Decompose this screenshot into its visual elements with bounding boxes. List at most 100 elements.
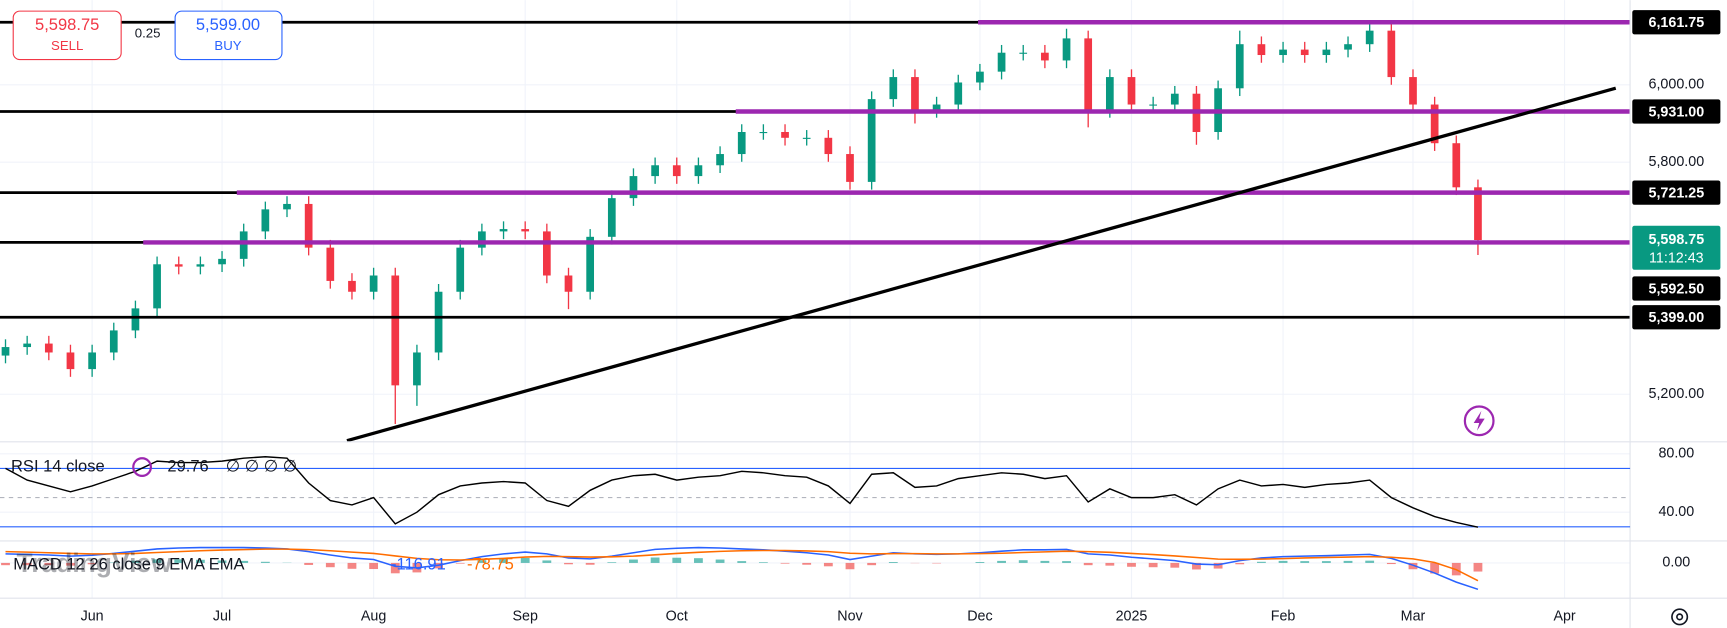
macd-histogram-bar	[195, 559, 205, 563]
level-label-box	[1632, 99, 1721, 124]
macd-histogram-bar	[672, 557, 682, 563]
countdown: 11:12:43	[1649, 251, 1704, 267]
level-label-box	[1632, 180, 1721, 205]
last-price-label: 5,598.75	[1649, 232, 1705, 248]
candle-body	[434, 291, 443, 353]
candle-body	[1257, 44, 1266, 56]
macd-histogram-bar	[1018, 560, 1028, 563]
macd-histogram-bar	[737, 561, 747, 563]
rsi-value: 29.76	[167, 456, 208, 475]
macd-histogram-bar	[997, 560, 1006, 563]
macd-histogram-bar	[1235, 562, 1245, 565]
macd-line	[5, 548, 1479, 582]
y-tick-label: 40.00	[1658, 504, 1694, 520]
macd-histogram-bar	[347, 562, 357, 569]
candle-body	[846, 154, 854, 182]
sell-price: 5,598.75	[35, 15, 99, 34]
candle-body	[954, 82, 963, 105]
candle-body	[976, 71, 984, 83]
rsi-na: ∅ ∅ ∅ ∅	[226, 456, 297, 475]
spread: 0.25	[135, 26, 161, 41]
buy-box[interactable]	[174, 10, 283, 61]
macd-histogram-bar	[607, 562, 617, 563]
alert-icon[interactable]	[1463, 405, 1495, 437]
trend-line	[346, 86, 1617, 443]
macd-histogram-bar	[1386, 562, 1396, 565]
macd-histogram-bar	[1105, 562, 1115, 566]
macd-histogram-bar	[520, 557, 530, 563]
candle-body	[153, 264, 161, 309]
levels	[0, 20, 1631, 319]
macd-histogram-bar	[325, 562, 335, 568]
level-label: 5,931.00	[1649, 104, 1705, 120]
candle-body	[88, 352, 96, 370]
candle-body	[413, 352, 421, 386]
sell-box[interactable]	[12, 10, 122, 61]
level-label: 5,592.50	[1649, 281, 1705, 297]
candle-body	[997, 52, 1006, 72]
candle-body	[737, 131, 746, 155]
buy-price: 5,599.00	[196, 15, 260, 34]
candle-body	[672, 165, 681, 177]
candle-body	[607, 198, 616, 237]
macd-histogram-bar	[694, 558, 703, 563]
axes: Jun Jul Aug Sep Oct Nov Dec 2025 Feb Mar Apr 6,000.…	[81, 10, 1721, 625]
macd-line	[5, 546, 1479, 591]
macd-histogram-bar	[66, 562, 75, 566]
candle-body	[1474, 187, 1482, 241]
x-tick-label: Feb	[1271, 609, 1296, 625]
macd-histogram-bar	[87, 562, 97, 565]
macd-histogram-bar	[152, 559, 162, 563]
candle-body	[1430, 104, 1439, 144]
x-tick-label: Aug	[361, 609, 386, 625]
x-tick-label: Dec	[967, 609, 992, 625]
macd-histogram-bar	[823, 562, 833, 567]
macd-histogram-bar	[758, 562, 768, 563]
watermark: TradingView	[17, 548, 173, 578]
candle-body	[348, 280, 356, 292]
pane-title: RSI 14 close	[11, 456, 105, 475]
buy-label: BUY	[214, 38, 241, 53]
macd-histogram-bar	[369, 562, 379, 570]
x-tick-label: Nov	[837, 609, 863, 625]
candle-body	[1235, 44, 1244, 89]
y-tick-label: 5,800.00	[1649, 154, 1705, 170]
candle-body	[1170, 93, 1179, 105]
macd-histogram-bar	[1040, 560, 1050, 563]
candle-body	[889, 77, 898, 100]
indicator-panes: RSI 14 close 29.76 ∅ ∅ ∅ ∅ MACD 12 26 close…	[0, 456, 1631, 591]
x-tick-label: Jun	[81, 609, 104, 625]
macd-histogram-bar	[1, 562, 10, 566]
candle-body	[1300, 49, 1309, 56]
candle-body	[66, 352, 75, 370]
candle-body	[478, 231, 486, 248]
settings-icon[interactable]	[1671, 608, 1689, 626]
level-label-box	[1632, 305, 1721, 330]
macd-value: -116.91	[391, 554, 446, 573]
sell-button[interactable]: 5,598.75 SELL	[12, 10, 122, 61]
macd-histogram-bar	[1148, 562, 1158, 568]
gear[interactable]	[1671, 608, 1689, 626]
candle-body	[759, 131, 768, 134]
macd-histogram-bar	[499, 558, 508, 563]
macd-histogram-bar	[1213, 562, 1223, 569]
macd-histogram-bar	[44, 562, 54, 566]
macd-histogram-bar	[1408, 562, 1418, 570]
candle-body	[716, 154, 724, 166]
macd-histogram-bar	[802, 562, 812, 565]
macd-histogram-bar	[217, 560, 227, 563]
x-tick-label: Jul	[213, 609, 231, 625]
level-label-box	[1632, 276, 1721, 301]
candle-body	[1409, 77, 1417, 105]
candle-body	[1019, 52, 1028, 54]
x-tick-label: Sep	[512, 609, 537, 625]
candle-body	[283, 203, 291, 210]
candle-body	[109, 330, 118, 353]
macd-histogram-bar	[1257, 561, 1266, 563]
buy-button[interactable]: 5,599.00 BUY	[174, 10, 283, 61]
macd-histogram-bar	[585, 562, 595, 565]
candle-body	[867, 99, 876, 182]
level-label-box	[1632, 10, 1721, 35]
